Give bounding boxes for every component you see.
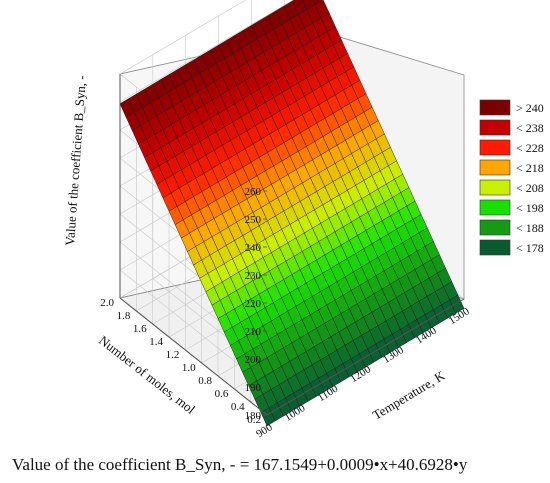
legend-label: > 240 <box>516 101 544 115</box>
surface-plot <box>119 0 465 427</box>
z-tick-label: 250 <box>245 214 262 226</box>
legend-swatch <box>479 239 511 256</box>
y-tick-label: 1.4 <box>149 336 163 348</box>
legend-swatch <box>479 219 511 236</box>
z-tick-label: 220 <box>245 298 262 310</box>
surface-cell <box>312 0 324 5</box>
front-edge-right <box>266 298 465 416</box>
z-tick-label: 240 <box>245 242 262 254</box>
z-tick-label: 210 <box>245 326 262 338</box>
z-axis-ticks: 180 190 200 210 220 230 240 250 260 <box>245 186 267 422</box>
surface-cell <box>314 0 330 19</box>
legend-swatch <box>479 119 511 136</box>
surface-cell <box>292 0 307 15</box>
z-tick-label: 180 <box>245 410 262 422</box>
surface-cell <box>302 0 316 10</box>
y-tick-label: 1.2 <box>166 349 180 361</box>
y-tick-label: 0.6 <box>215 388 229 400</box>
y-axis-ticks: 0.20.40.60.81.01.21.41.61.82.0 <box>100 297 261 426</box>
z-tick-label: 230 <box>245 270 262 282</box>
z-axis-title: Value of the coefficient B_Syn, - <box>62 75 89 247</box>
legend-swatch <box>479 99 511 116</box>
z-tick-label: 190 <box>245 382 262 394</box>
legend-label: < 178 <box>516 241 544 255</box>
legend-label: < 218 <box>516 161 544 175</box>
front-edge-left <box>119 297 268 416</box>
z-tick-label: 200 <box>245 354 262 366</box>
legend-swatch <box>479 179 511 196</box>
legend-label: < 238 <box>516 121 544 135</box>
legend-swatch <box>479 199 511 216</box>
legend: > 240 < 238 < 228 < 218 < 208 < 198 < 188 < 178 <box>479 99 544 256</box>
legend-label: < 198 <box>516 201 544 215</box>
y-tick-label: 1.8 <box>117 310 131 322</box>
y-tick-label: 2.0 <box>100 297 114 309</box>
y-tick-label: 0.8 <box>198 375 212 387</box>
equation-caption: Value of the coefficient B_Syn, - = 167.… <box>12 455 468 474</box>
x-axis-title: Temperature, K <box>370 367 448 422</box>
legend-label: < 188 <box>516 221 544 235</box>
legend-swatch <box>479 139 511 156</box>
legend-label: < 208 <box>516 181 544 195</box>
y-tick-label: 1.6 <box>133 323 147 335</box>
legend-swatch <box>479 159 511 176</box>
y-tick-label: 0.4 <box>231 401 245 413</box>
y-tick-label: 0.2 <box>247 414 261 426</box>
legend-label: < 228 <box>516 141 544 155</box>
z-tick-label: 260 <box>245 186 262 198</box>
y-tick-label: 1.0 <box>182 362 196 374</box>
box-front-edges <box>119 74 465 416</box>
